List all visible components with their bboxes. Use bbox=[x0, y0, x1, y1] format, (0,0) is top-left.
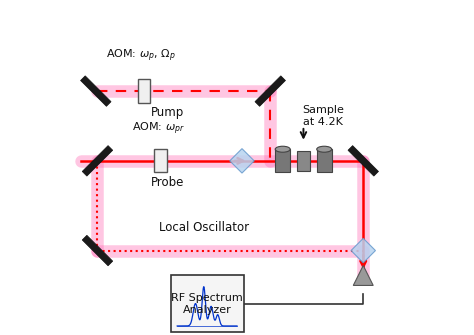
Bar bbox=[275, 149, 290, 173]
Polygon shape bbox=[348, 146, 379, 176]
Polygon shape bbox=[81, 76, 111, 106]
Text: Local Oscillator: Local Oscillator bbox=[159, 221, 249, 234]
Text: Probe: Probe bbox=[151, 176, 184, 189]
Bar bbox=[171, 275, 244, 332]
Text: Sample
at 4.2K: Sample at 4.2K bbox=[302, 105, 344, 127]
Text: RF Spectrum
Analyzer: RF Spectrum Analyzer bbox=[171, 293, 243, 315]
Polygon shape bbox=[82, 235, 113, 266]
Text: Pump: Pump bbox=[151, 106, 184, 119]
Polygon shape bbox=[82, 146, 113, 176]
Polygon shape bbox=[230, 149, 254, 173]
Bar bbox=[137, 79, 150, 103]
Text: AOM: $\omega_{pr}$: AOM: $\omega_{pr}$ bbox=[132, 121, 185, 137]
Bar bbox=[297, 151, 310, 171]
Polygon shape bbox=[353, 266, 373, 285]
Polygon shape bbox=[255, 76, 285, 106]
Bar bbox=[317, 149, 332, 173]
Ellipse shape bbox=[317, 146, 332, 152]
Text: AOM: $\omega_p$, $\Omega_p$: AOM: $\omega_p$, $\Omega_p$ bbox=[106, 48, 176, 64]
Bar bbox=[154, 149, 167, 173]
Ellipse shape bbox=[275, 146, 290, 152]
Polygon shape bbox=[351, 238, 375, 263]
